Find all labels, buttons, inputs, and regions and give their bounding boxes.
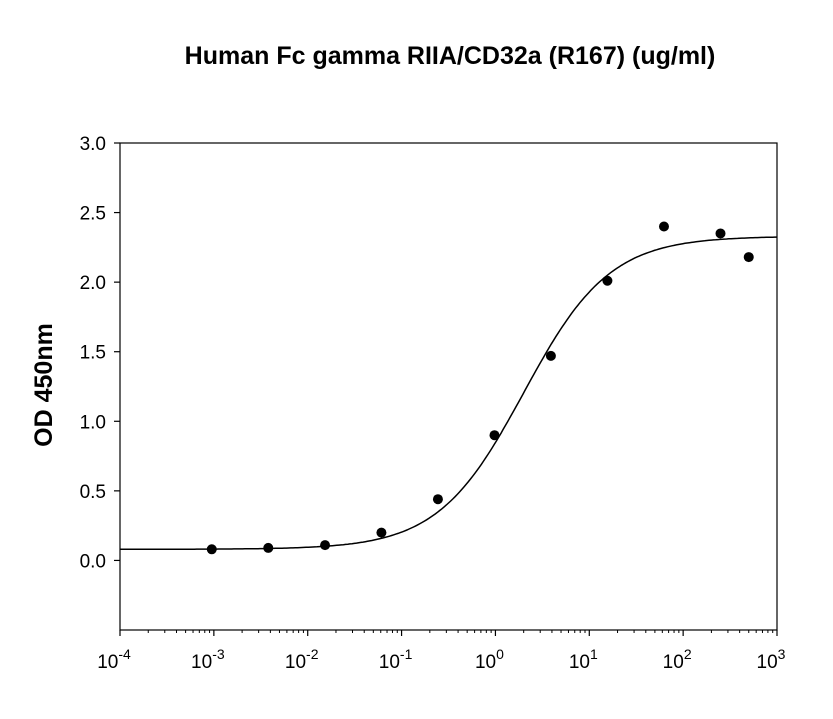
x-tick-exponent: 2: [684, 646, 692, 662]
data-point: [743, 252, 754, 263]
x-tick-label: 10-1: [379, 646, 413, 673]
x-tick-base: 10: [757, 652, 778, 673]
x-tick-label: 10-2: [285, 646, 319, 673]
y-tick-label: 0.0: [80, 551, 106, 572]
fit-curve: [120, 236, 777, 551]
y-tick-label: 2.5: [80, 204, 106, 225]
data-point: [320, 540, 331, 551]
x-tick-label: 102: [663, 646, 692, 673]
x-tick-base: 10: [97, 652, 118, 673]
y-tick-label: 3.0: [80, 134, 106, 155]
x-tick-exponent: -3: [212, 646, 225, 662]
y-tick-label: 0.5: [80, 482, 106, 503]
data-point: [432, 494, 443, 505]
y-tick-label: 1.0: [80, 412, 106, 433]
y-tick-label: 1.5: [80, 343, 106, 364]
x-tick-label: 103: [757, 646, 786, 673]
x-tick-base: 10: [285, 652, 306, 673]
x-tick-exponent: -2: [306, 646, 319, 662]
data-point: [715, 228, 726, 239]
y-axis-label: OD 450nm: [30, 323, 58, 447]
x-tick-exponent: 1: [590, 646, 598, 662]
chart-title: Human Fc gamma RIIA/CD32a (R167) (ug/ml): [185, 42, 716, 70]
x-tick-exponent: 3: [778, 646, 786, 662]
x-tick-exponent: -1: [400, 646, 413, 662]
x-tick-label: 100: [475, 646, 504, 673]
x-tick-label: 10-4: [97, 646, 131, 673]
plot-frame: [119, 142, 778, 631]
x-tick-base: 10: [663, 652, 684, 673]
data-point: [376, 527, 387, 538]
x-tick-exponent: -4: [118, 646, 131, 662]
data-point: [658, 221, 669, 232]
data-point: [206, 544, 217, 555]
data-point: [602, 275, 613, 286]
x-tick-base: 10: [379, 652, 400, 673]
x-tick-base: 10: [191, 652, 212, 673]
data-point: [263, 542, 274, 553]
y-tick-label: 2.0: [80, 273, 106, 294]
x-tick-base: 10: [475, 652, 496, 673]
x-tick-label: 101: [569, 646, 598, 673]
x-tick-base: 10: [569, 652, 590, 673]
x-tick-exponent: 0: [496, 646, 504, 662]
data-point: [489, 430, 500, 441]
x-tick-label: 10-3: [191, 646, 225, 673]
data-point: [545, 350, 556, 361]
